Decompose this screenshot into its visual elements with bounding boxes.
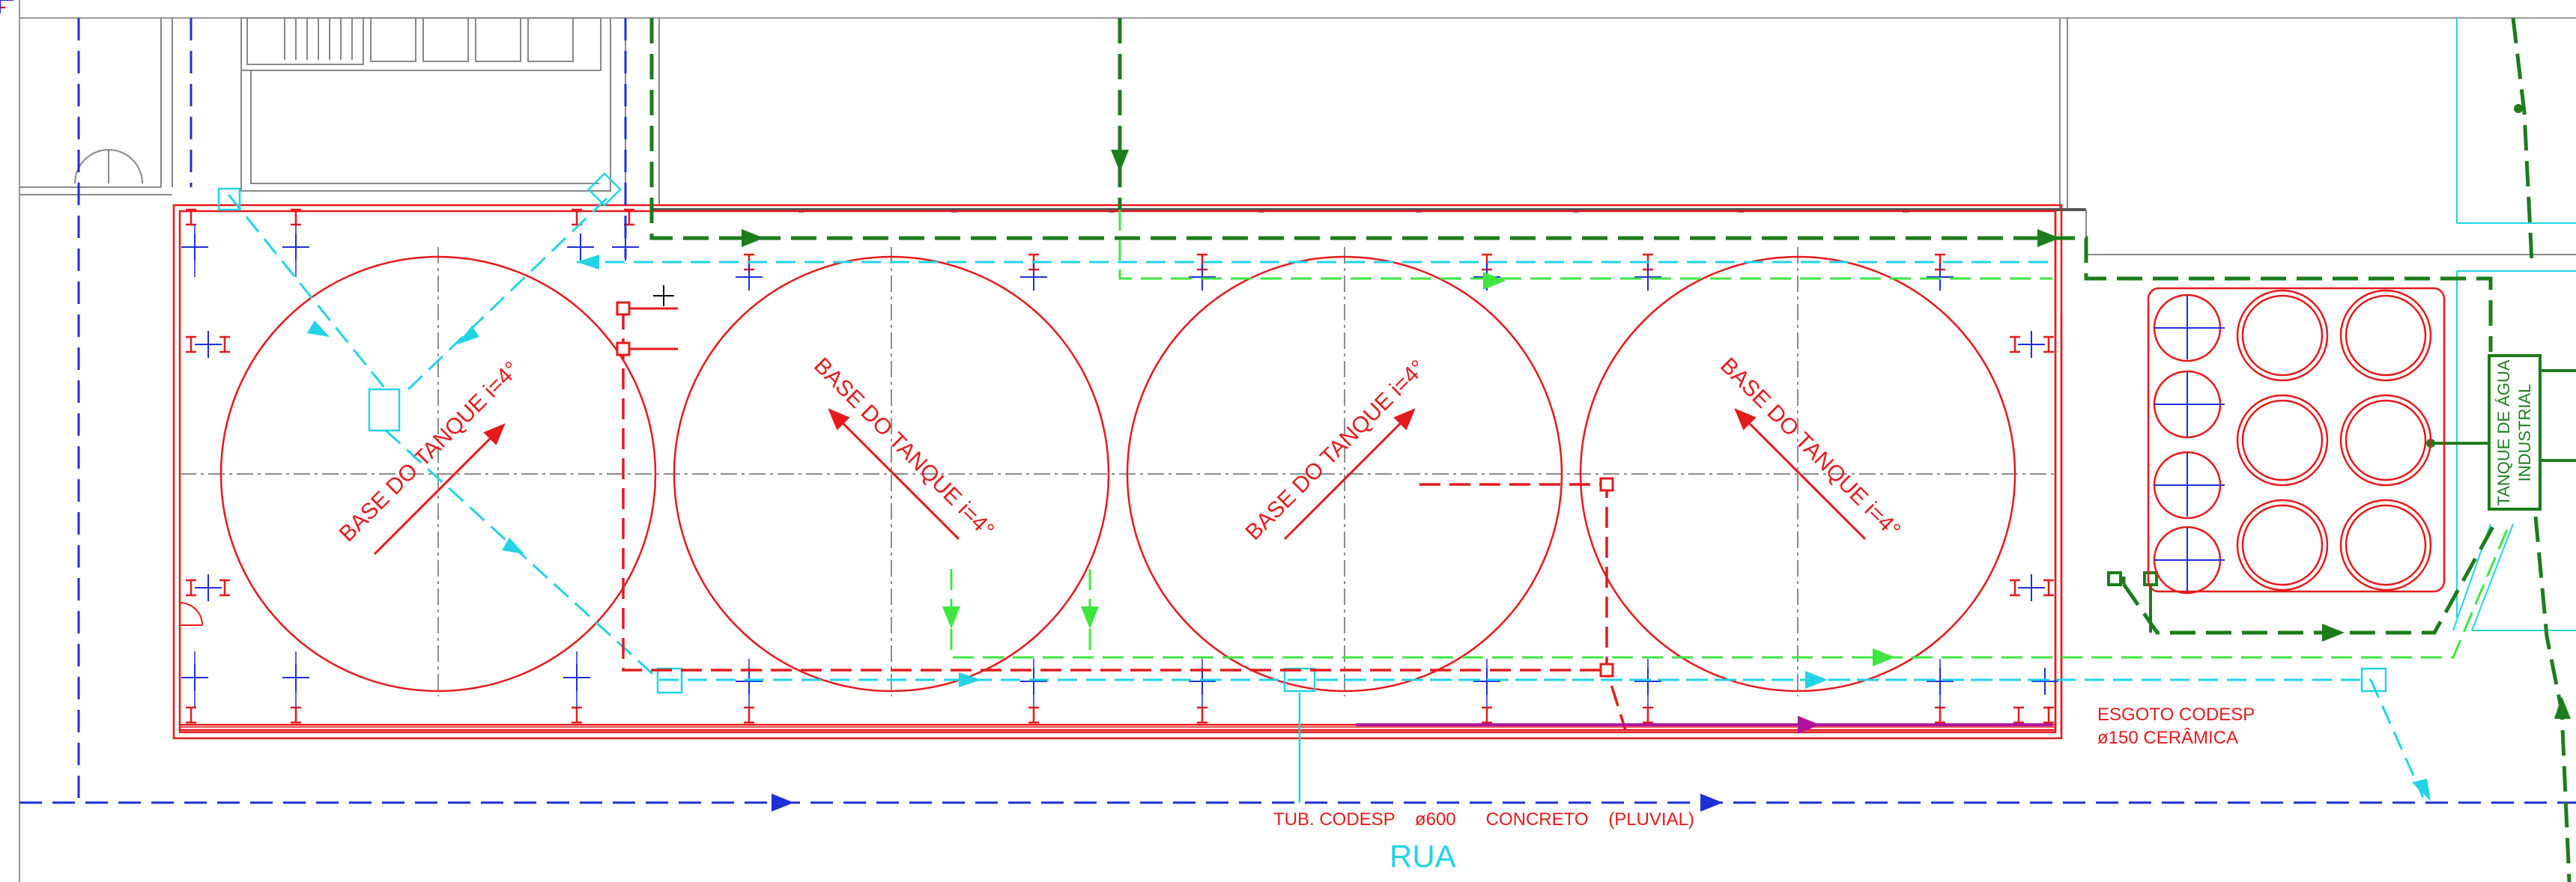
support-markers (0, 0, 2055, 724)
center-axes (180, 247, 2055, 696)
support-stems (194, 225, 1941, 708)
cyan-right-outline (2452, 18, 2576, 631)
green-supply-connectors (2107, 369, 2576, 633)
tank-3 (1126, 255, 1563, 693)
slope-arrows (373, 408, 1867, 556)
storm-flow-arrows (772, 794, 1723, 812)
cyan-drain-lines (227, 194, 2425, 798)
storm-drain-lines (19, 18, 2576, 804)
street-label: RUA (1389, 839, 1456, 874)
red-drainage-lines (622, 308, 1627, 731)
cyan-arrows (307, 255, 2431, 801)
light-green-arrows (942, 272, 1895, 666)
sewer-line (1356, 716, 2052, 734)
industrial-water-tank: TANQUE DE ÁGUA INDUSTRIAL (2488, 354, 2542, 511)
dark-green-arrows (742, 104, 2571, 719)
tank-1 (219, 255, 657, 693)
sewer-label-1: ESGOTO CODESP (2097, 705, 2255, 725)
existing-building (19, 17, 2068, 208)
tank-3-label: BASE DO TANQUE i=4° (1241, 356, 1431, 545)
tank-2 (673, 255, 1110, 693)
pile-crosses (0, 0, 2059, 696)
tank-bases (219, 255, 2016, 693)
water-supply-dark-green (649, 17, 2572, 882)
small-tank-battery (2147, 287, 2446, 594)
tank-4 (1579, 255, 2016, 693)
tank-2-label: BASE DO TANQUE i=4° (809, 353, 998, 543)
reference-cross (653, 285, 674, 306)
industrial-tank-label-2: INDUSTRIAL (2515, 384, 2534, 482)
industrial-tank-label-1: TANQUE DE ÁGUA (2494, 359, 2513, 506)
cyan-inlets (217, 172, 2387, 803)
red-drainage-valves (616, 301, 1614, 678)
containment-basin (172, 204, 2063, 740)
storm-pipe-label: TUB. CODESP ø600 CONCRETO (PLUVIAL) (1273, 809, 1694, 830)
tank-4-label: BASE DO TANQUE i=4° (1715, 353, 1905, 543)
tank-1-label: BASE DO TANQUE i=4° (335, 357, 524, 547)
sewer-label-2: ø150 CERÂMICA (2097, 728, 2238, 748)
basin-drain-outlet (179, 602, 203, 626)
drawing-frame (19, 0, 2576, 882)
upper-right-lines (2085, 210, 2576, 255)
